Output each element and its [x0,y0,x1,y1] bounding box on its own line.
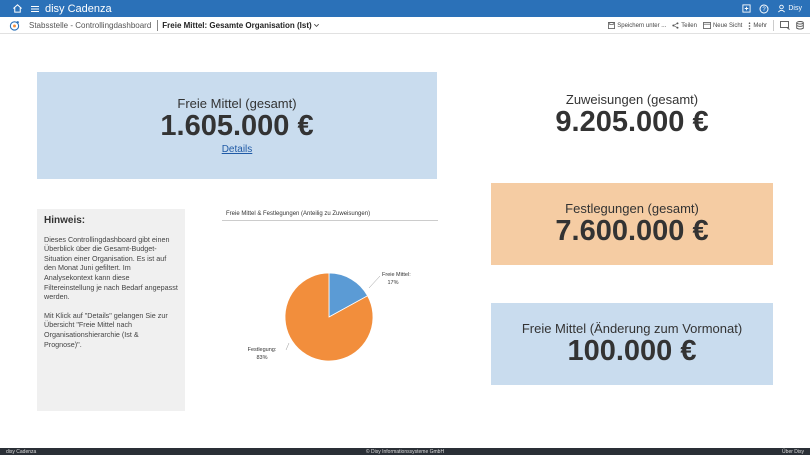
user-icon [778,4,786,13]
footer-copyright: © Disy Informationssysteme GmbH [365,448,445,455]
zuweisungen-label: Zuweisungen (gesamt) [565,92,699,108]
breadcrumb-divider [157,19,159,31]
freie-mittel-card: Freie Mittel (gesamt) 1.605.000 € Detail… [37,72,437,179]
pie-slice-festlegung[interactable] [284,272,374,362]
map-view-button[interactable] [780,21,790,30]
zuweisungen-card: Zuweisungen (gesamt) 9.205.000 € [491,80,773,150]
footer: disy Cadenza © Disy Informationssysteme … [0,448,810,455]
freie-mittel-label: Freie Mittel (gesamt) [177,96,297,112]
app-header: disy Cadenza ? Disy [0,0,810,17]
svg-text:?: ? [763,7,767,13]
zuweisungen-value: 9.205.000 € [555,106,709,139]
pie-slice-freie-mittel[interactable] [328,272,369,318]
footer-brand: disy Cadenza [6,448,37,455]
cadenza-logo-icon [9,20,20,31]
chart-title: Freie Mittel & Festlegungen (Anteilig zu… [222,211,438,221]
comment-icon [780,21,790,30]
more-button[interactable]: Mehr [748,21,767,30]
chevron-down-icon[interactable] [313,22,320,29]
breadcrumb[interactable]: Stabsstelle - Controllingdashboard [29,20,152,30]
pie-label-value: 17% [387,280,398,286]
menu-icon[interactable] [29,3,41,15]
header-actions: ? Disy [741,0,802,17]
pie-label-name: Freie Mittel: [382,272,411,278]
new-view-button[interactable]: Neue Sicht [703,22,742,29]
aenderung-label: Freie Mittel (Änderung zum Vormonat) [521,321,743,337]
view-title[interactable]: Freie Mittel: Gesamte Organisation (Ist) [162,20,312,30]
app-title: disy Cadenza [45,2,112,15]
toolbar-actions: Speichern unter ... Teilen Neue Sicht Me… [608,17,804,34]
save-as-button[interactable]: Speichern unter ... [608,22,666,29]
save-icon [608,22,616,29]
pie-chart: Freie Mittel: 17% Festlegung: 83% [248,272,411,362]
footer-about-link[interactable]: Über Disy [782,448,804,455]
pie-label-name: Festlegung: [248,347,277,353]
toolbar-divider [773,20,774,31]
festlegungen-value: 7.600.000 € [555,215,709,248]
details-link[interactable]: Details [221,143,253,155]
database-icon [796,21,804,30]
help-icon[interactable]: ? [759,4,769,14]
freie-mittel-value: 1.605.000 € [160,110,314,143]
user-name: Disy [788,5,802,12]
festlegungen-label: Festlegungen (gesamt) [565,201,699,217]
pie-leader-line [368,275,381,289]
view-toolbar: Stabsstelle - Controllingdashboard Freie… [0,17,810,34]
workbook-icon[interactable] [741,4,751,14]
hint-title: Hinweis: [44,215,86,226]
aenderung-card: Freie Mittel (Änderung zum Vormonat) 100… [491,303,773,385]
share-icon [672,22,679,29]
user-menu[interactable]: Disy [777,4,802,13]
aenderung-value: 100.000 € [567,335,697,368]
data-view-button[interactable] [796,21,804,30]
new-view-icon [703,22,711,29]
home-icon[interactable] [11,3,23,15]
pie-label-value: 83% [256,355,267,361]
pie-leader-line [285,342,290,351]
hint-text-1: Dieses Controllingdashboard gibt einen Ü… [44,234,178,302]
more-icon [749,21,751,30]
share-button[interactable]: Teilen [672,22,697,29]
hint-text-2: Mit Klick auf "Details" gelangen Sie zur… [44,310,168,349]
hint-panel: Hinweis: Dieses Controllingdashboard gib… [37,209,185,411]
festlegungen-card: Festlegungen (gesamt) 7.600.000 € [491,183,773,265]
